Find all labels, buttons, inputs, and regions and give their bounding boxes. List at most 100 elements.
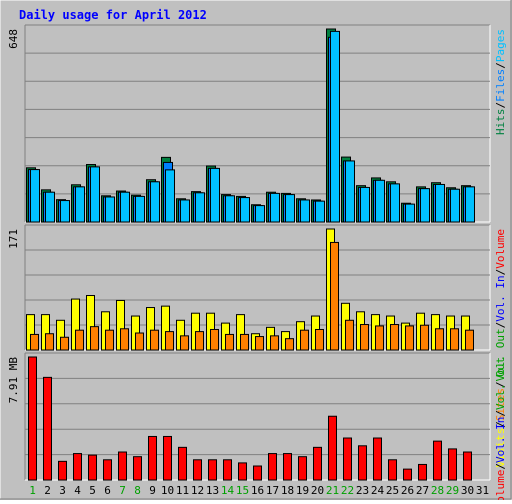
bar-pages-day-30 xyxy=(465,186,475,223)
bar-volume-day-12 xyxy=(193,459,202,481)
legend-entry: / xyxy=(494,463,507,470)
bar-pages-day-27 xyxy=(420,188,430,223)
day-label-26: 26 xyxy=(401,484,414,497)
day-label-4: 4 xyxy=(74,484,81,497)
bar-pages-day-15 xyxy=(240,197,250,223)
bar-sites-day-8 xyxy=(135,332,144,351)
bar-pages-day-22 xyxy=(345,160,355,223)
panel-visits-legend: Visits/Sites/Vol. Out/Vol. In/Volume xyxy=(494,229,507,467)
bar-sites-day-27 xyxy=(420,324,429,351)
bar-pages-day-6 xyxy=(105,196,115,223)
bar-sites-day-10 xyxy=(165,331,174,351)
bar-pages-day-17 xyxy=(270,192,280,223)
bar-sites-day-9 xyxy=(150,329,159,351)
legend-entry: Files xyxy=(494,69,507,102)
day-label-22: 22 xyxy=(341,484,354,497)
bar-volume-day-2 xyxy=(43,376,52,481)
day-label-19: 19 xyxy=(296,484,309,497)
bar-sites-day-4 xyxy=(75,329,84,351)
bar-sites-day-24 xyxy=(375,325,384,351)
bar-volume-day-30 xyxy=(463,451,472,481)
bar-sites-day-26 xyxy=(405,325,414,351)
bar-sites-day-17 xyxy=(270,335,279,351)
bar-pages-day-1 xyxy=(30,169,40,223)
day-label-21: 21 xyxy=(326,484,339,497)
legend-entry: Visits xyxy=(494,428,507,468)
legend-entry: Volume xyxy=(494,470,507,500)
legend-entry: Hits xyxy=(494,109,507,136)
day-label-18: 18 xyxy=(281,484,294,497)
bar-volume-day-24 xyxy=(373,437,382,481)
panel-hits-plot-area xyxy=(25,25,490,222)
panel-volume-max-label: 7.91 MB xyxy=(7,357,20,404)
day-label-27: 27 xyxy=(416,484,429,497)
bar-volume-day-7 xyxy=(118,451,127,481)
panel-visits-max-label: 171 xyxy=(7,229,20,249)
bar-pages-day-13 xyxy=(210,167,220,223)
day-label-5: 5 xyxy=(89,484,96,497)
bar-volume-day-22 xyxy=(343,437,352,481)
bar-sites-day-7 xyxy=(120,328,129,351)
legend-entry: / xyxy=(494,322,507,329)
day-label-25: 25 xyxy=(386,484,399,497)
bar-pages-day-14 xyxy=(225,195,235,223)
bar-pages-day-9 xyxy=(150,181,160,223)
bar-pages-day-29 xyxy=(450,188,460,223)
bar-pages-day-5 xyxy=(90,166,100,223)
day-label-13: 13 xyxy=(206,484,219,497)
panel-hits-max-label: 648 xyxy=(7,29,20,49)
day-label-12: 12 xyxy=(191,484,204,497)
day-label-14: 14 xyxy=(221,484,235,497)
bar-volume-day-19 xyxy=(298,456,307,481)
bar-sites-day-22 xyxy=(345,319,354,351)
bar-sites-day-2 xyxy=(45,333,54,351)
legend-entry: Vol. Out xyxy=(494,328,507,381)
day-label-30: 30 xyxy=(461,484,474,497)
bar-pages-day-25 xyxy=(390,183,400,223)
bar-volume-day-9 xyxy=(148,435,157,481)
chart-title: Daily usage for April 2012 xyxy=(19,8,207,22)
legend-entry: / xyxy=(494,381,507,388)
day-label-7: 7 xyxy=(119,484,126,497)
day-label-16: 16 xyxy=(251,484,264,497)
bar-volume-day-8 xyxy=(133,456,142,481)
panel-hits-legend: Hits/Files/Pages xyxy=(494,29,507,135)
bar-pages-day-28 xyxy=(435,183,445,223)
bar-sites-day-1 xyxy=(30,333,39,351)
bar-volume-day-17 xyxy=(268,453,277,481)
bar-sites-day-28 xyxy=(435,328,444,351)
day-label-20: 20 xyxy=(311,484,324,497)
bar-sites-day-20 xyxy=(315,328,324,351)
bar-volume-day-21 xyxy=(328,415,337,481)
legend-entry: Volume xyxy=(494,229,507,269)
bar-sites-day-6 xyxy=(105,329,114,351)
bar-pages-day-2 xyxy=(45,191,55,223)
bar-pages-day-4 xyxy=(75,186,85,223)
bar-volume-day-14 xyxy=(223,459,232,481)
chart-panels: 648Hits/Files/Pages171Visits/Sites/Vol. … xyxy=(7,24,507,504)
day-label-15: 15 xyxy=(236,484,249,497)
legend-entry: / xyxy=(494,62,507,69)
bar-volume-day-1 xyxy=(28,356,37,481)
legend-entry: Vol. Out xyxy=(494,357,507,410)
day-labels: 1 2 3 4 5 6 7 8 9 10 11 12 13 14 15 16 17 18 19 20 21 22 23 24 2… xyxy=(29,484,489,497)
day-label-17: 17 xyxy=(266,484,279,497)
day-label-2: 2 xyxy=(44,484,51,497)
bar-sites-day-25 xyxy=(390,324,399,351)
bar-volume-day-15 xyxy=(238,462,247,481)
day-label-10: 10 xyxy=(161,484,174,497)
bar-sites-day-18 xyxy=(285,338,294,351)
bar-volume-day-10 xyxy=(163,435,172,481)
bar-sites-day-15 xyxy=(240,333,249,351)
bar-volume-day-11 xyxy=(178,446,187,481)
bar-pages-day-18 xyxy=(285,194,295,223)
bar-sites-day-23 xyxy=(360,324,369,351)
bar-volume-day-28 xyxy=(433,440,442,481)
bar-sites-day-13 xyxy=(210,328,219,351)
day-label-23: 23 xyxy=(356,484,369,497)
bar-pages-day-12 xyxy=(195,192,205,223)
